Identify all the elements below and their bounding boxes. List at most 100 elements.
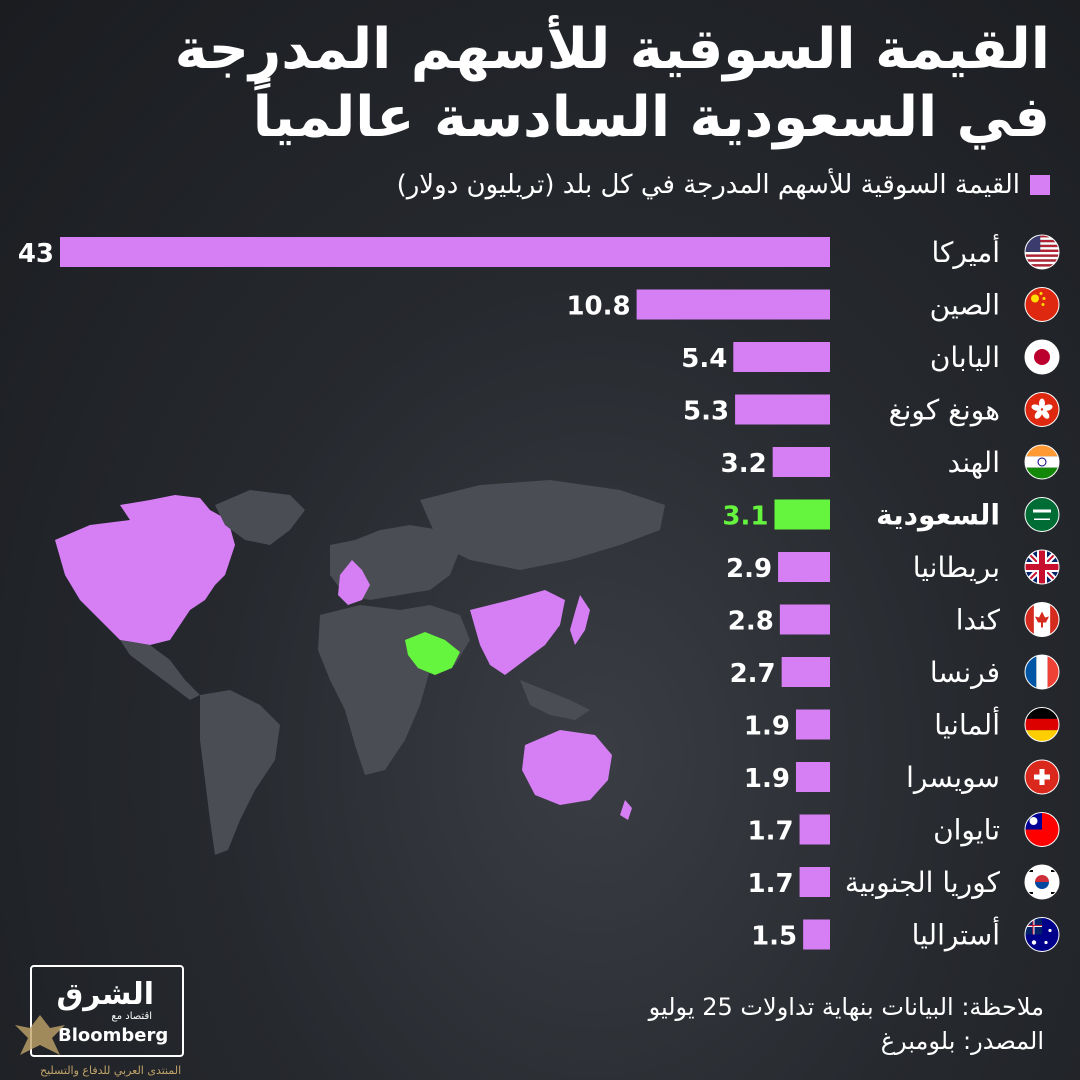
logo-name: الشرق	[56, 977, 154, 1012]
bar	[781, 657, 830, 687]
chart-legend: القيمة السوقية للأسهم المدرجة في كل بلد …	[397, 170, 1050, 200]
map-australia	[522, 730, 612, 805]
saudi-flag-icon	[1024, 497, 1060, 532]
bar-value-label: 5.4	[681, 344, 727, 374]
bar-row: 2.7 فرنسا	[730, 654, 1060, 690]
map-asia-highlight	[470, 590, 565, 675]
map-western-europe	[338, 560, 370, 605]
bar	[733, 342, 830, 372]
note-text: ملاحظة: البيانات بنهاية تداولات 25 يوليو	[648, 993, 1044, 1021]
japan-flag-icon	[1024, 339, 1060, 375]
bar-row: 1.7 كوريا الجنوبية	[747, 864, 1060, 900]
map-central-america	[120, 640, 200, 700]
bar-value-label: 3.1	[722, 502, 768, 532]
bar-value-label: 1.9	[744, 764, 790, 794]
bar-row: 2.8 كندا	[728, 602, 1060, 637]
bar-row: 2.9 بريطانيا	[726, 549, 1060, 585]
category-label: تايوان	[933, 814, 1000, 847]
map-russia	[420, 480, 665, 570]
map-africa	[318, 605, 430, 775]
bar-row: 10.8 الصين	[566, 287, 1060, 322]
bar	[779, 604, 830, 635]
bar	[778, 552, 830, 582]
bar-row: 1.9 ألمانيا	[744, 706, 1060, 742]
usa-flag-icon	[1024, 234, 1060, 270]
category-label: أستراليا	[912, 916, 1000, 952]
bar-value-label: 1.9	[744, 712, 790, 742]
bar-row: 5.3 هونغ كونغ	[683, 392, 1060, 427]
legend-swatch	[1030, 175, 1050, 195]
china-flag-icon	[1024, 287, 1060, 322]
category-label: سويسرا	[906, 761, 1000, 794]
category-label: الصين	[930, 289, 1000, 322]
category-label: الهند	[948, 446, 1000, 479]
bar	[799, 814, 830, 845]
bar	[774, 499, 830, 530]
map-saudi	[405, 632, 460, 675]
bar-row: 1.5 أستراليا	[751, 916, 1060, 952]
page-title-line1: القيمة السوقية للأسهم المدرجة	[174, 17, 1050, 82]
notes: ملاحظة: البيانات بنهاية تداولات 25 يوليو…	[649, 990, 1044, 1058]
map-nz	[620, 800, 632, 820]
bar-value-label: 2.8	[728, 607, 774, 637]
bar-row: 1.7 تايوان	[747, 812, 1060, 847]
map-southeast-asia	[520, 680, 590, 720]
bar	[60, 237, 830, 267]
bar	[795, 762, 830, 792]
bar-value-label: 1.7	[747, 817, 793, 847]
korea-flag-icon	[1024, 864, 1060, 900]
bar-value-label: 2.9	[726, 554, 772, 584]
bar-value-label: 10.8	[566, 292, 630, 322]
bar-value-label: 43	[18, 239, 54, 269]
taiwan-flag-icon	[1024, 812, 1060, 847]
map-greenland	[215, 490, 305, 545]
bar	[735, 394, 830, 425]
category-label: فرنسا	[930, 656, 1000, 689]
category-label: أميركا	[931, 233, 1000, 269]
bar	[636, 289, 830, 320]
category-label: ألمانيا	[934, 706, 1000, 742]
source-text: المصدر: بلومبرغ	[880, 1027, 1044, 1055]
bar-row: 43 أميركا	[18, 233, 1060, 270]
category-label: اليابان	[930, 341, 1000, 374]
france-flag-icon	[1024, 654, 1060, 690]
legend-text: القيمة السوقية للأسهم المدرجة في كل بلد …	[396, 170, 1020, 200]
map-south-america	[200, 690, 280, 855]
bar-value-label: 3.2	[721, 449, 767, 479]
logo-partner: Bloomberg	[58, 1025, 169, 1046]
bar-row: 5.4 اليابان	[681, 339, 1060, 375]
bar-row: 1.9 سويسرا	[744, 759, 1060, 795]
map-japan	[570, 595, 590, 645]
india-flag-icon	[1024, 444, 1060, 480]
bar-value-label: 2.7	[730, 659, 776, 689]
bar	[795, 709, 830, 740]
category-label: هونغ كونغ	[889, 394, 1000, 427]
bar-value-label: 5.3	[683, 397, 729, 427]
page-title-line2: في السعودية السادسة عالمياً	[252, 85, 1050, 150]
bar	[799, 867, 830, 897]
asharq-logo: الشرق اقتصاد مع Bloomberg	[30, 965, 184, 1057]
bar-row: 3.2 الهند	[721, 444, 1060, 480]
hongkong-flag-icon	[1024, 392, 1060, 427]
watermark-emblem-icon	[15, 1015, 65, 1055]
logo-sub: اقتصاد مع	[111, 1011, 152, 1022]
bar	[772, 447, 830, 477]
switzerland-flag-icon	[1024, 759, 1060, 795]
uk-flag-icon	[1024, 549, 1060, 585]
australia-flag-icon	[1024, 917, 1060, 952]
bar	[803, 919, 830, 950]
bar-row: 3.1 السعودية	[722, 497, 1060, 532]
canada-flag-icon	[1024, 602, 1060, 637]
germany-flag-icon	[1024, 707, 1060, 742]
watermark-text: المنتدى العربي للدفاع والتسليح	[40, 1064, 182, 1077]
bar-value-label: 1.7	[747, 869, 793, 899]
map-north-america	[55, 495, 235, 645]
category-label: كوريا الجنوبية	[845, 866, 1001, 899]
category-label: كندا	[956, 604, 1001, 637]
category-label: السعودية	[876, 499, 1000, 532]
category-label: بريطانيا	[913, 551, 1000, 584]
bar-value-label: 1.5	[751, 922, 797, 952]
